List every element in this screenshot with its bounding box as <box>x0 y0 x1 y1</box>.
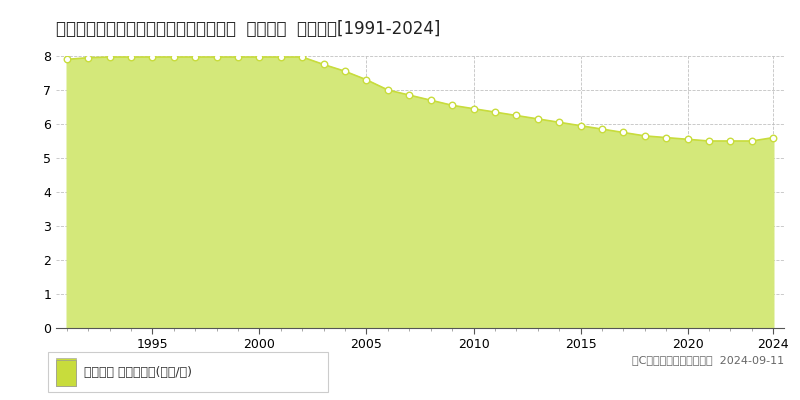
Point <box>424 97 437 103</box>
Text: 山形県天童市大字山元字的場５５番２外  地価公示  地価推移[1991-2024]: 山形県天童市大字山元字的場５５番２外 地価公示 地価推移[1991-2024] <box>56 20 440 38</box>
Point <box>767 134 780 141</box>
Point <box>167 54 180 60</box>
Point <box>103 54 116 60</box>
Point <box>746 138 758 144</box>
Point <box>702 138 715 144</box>
Point <box>296 54 309 60</box>
Point <box>489 109 502 115</box>
Point <box>595 126 608 132</box>
Point <box>274 54 287 60</box>
Point <box>531 116 544 122</box>
Point <box>574 122 587 129</box>
Point <box>189 54 202 60</box>
Point <box>382 87 394 93</box>
Point <box>617 129 630 136</box>
Point <box>318 61 330 68</box>
Point <box>125 54 138 60</box>
Point <box>553 119 566 126</box>
Point <box>446 102 458 108</box>
Point <box>210 54 223 60</box>
Point <box>724 138 737 144</box>
Point <box>638 133 651 139</box>
Point <box>338 68 351 74</box>
Point <box>467 106 480 112</box>
Text: （C）土地価格ドットコム  2024-09-11: （C）土地価格ドットコム 2024-09-11 <box>632 355 784 365</box>
Point <box>360 76 373 83</box>
Point <box>82 54 94 61</box>
Point <box>231 54 244 60</box>
Point <box>253 54 266 60</box>
Point <box>660 134 673 141</box>
Point <box>60 56 73 62</box>
Point <box>146 54 158 60</box>
Point <box>403 92 416 98</box>
Point <box>682 136 694 142</box>
Text: 地価公示 平均坪単価(万円/坪): 地価公示 平均坪単価(万円/坪) <box>84 366 192 379</box>
Point <box>510 112 522 119</box>
